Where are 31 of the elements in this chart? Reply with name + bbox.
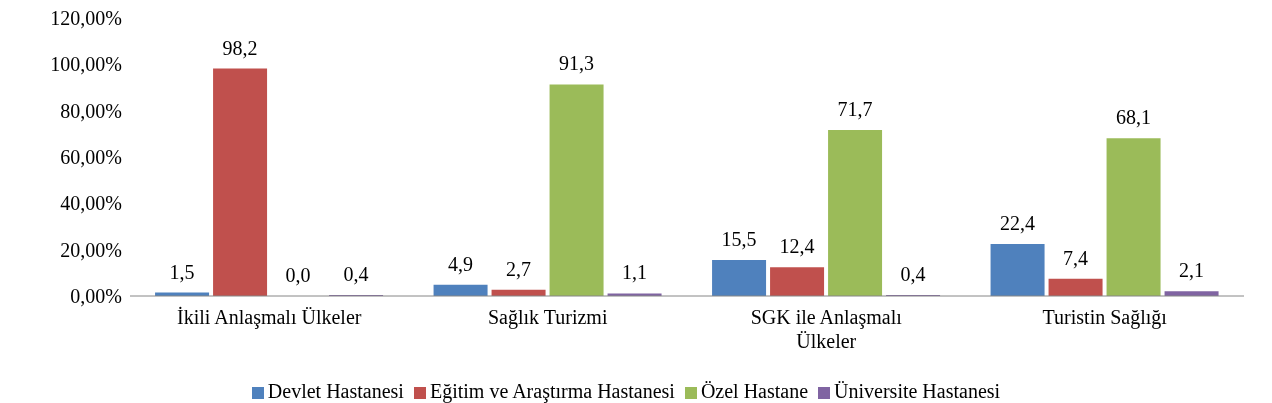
x-tick-label: İkili Anlaşmalı Ülkeler [177,306,362,329]
data-label: 2,7 [506,257,532,280]
data-label: 12,4 [779,235,815,258]
data-label: 68,1 [1116,106,1152,129]
data-label: 0,4 [343,263,369,286]
data-label: 71,7 [837,97,873,120]
data-label: 2,1 [1179,259,1205,282]
x-tick-label: Sağlık Turizmi [488,306,608,329]
x-tick-label: Turistin Sağlığı [1042,306,1168,329]
y-tick-label: 20,00% [60,238,122,261]
x-tick-label: SGK ile Anlaşmalı Ülkeler [750,306,903,352]
y-tick-label: 100,00% [50,53,122,76]
y-tick-label: 40,00% [60,192,122,215]
data-label: 4,9 [448,252,474,275]
data-label: 98,2 [222,36,258,59]
data-label: 1,5 [169,260,195,283]
data-label: 15,5 [721,228,757,251]
data-label: 1,1 [622,261,648,284]
y-tick-label: 60,00% [60,146,122,169]
y-tick-label: 80,00% [60,99,122,122]
legend-label: Üniversite Hastanesi [834,380,1001,402]
data-label: 0,4 [900,263,926,286]
legend-label: Devlet Hastanesi [267,380,404,402]
legend-label: Özel Hastane [700,380,809,402]
data-label: 0,0 [285,263,311,286]
y-tick-label: 120,00% [50,7,122,30]
data-label: 7,4 [1063,246,1089,269]
y-tick-label: 0,00% [70,285,122,308]
data-label: 22,4 [1000,212,1036,235]
legend-label: Eğitim ve Araştırma Hastanesi [429,380,675,402]
data-label: 91,3 [559,52,595,75]
